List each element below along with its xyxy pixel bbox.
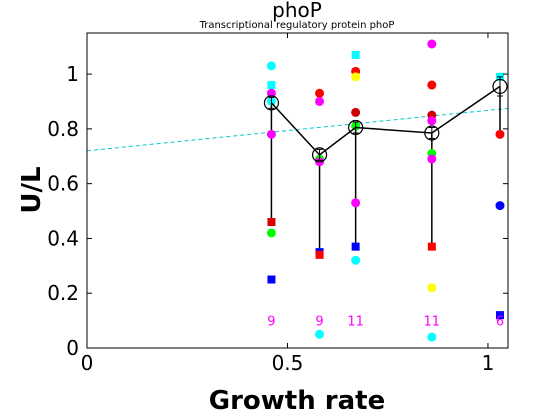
count-label-4: 6	[496, 315, 504, 330]
count-label-2: 11	[347, 315, 364, 330]
data-point-33	[495, 129, 505, 139]
mean-line	[270, 85, 501, 156]
data-point-6	[266, 228, 276, 238]
axis-ticks: 0 0.5 1 0 0.2 0.4 0.6 0.8 1	[47, 33, 508, 375]
data-point-8	[315, 88, 325, 98]
y-tick-label-3: 0.6	[47, 172, 79, 196]
mean-marker-2	[348, 119, 364, 136]
y-tick-label-5: 1	[66, 62, 79, 86]
y-tick-label-1: 0.2	[47, 281, 79, 305]
data-point-2	[266, 88, 276, 98]
data-point-9	[315, 96, 325, 106]
data-point-34	[495, 201, 505, 211]
y-tick-label-4: 0.8	[47, 117, 79, 141]
data-point-23	[427, 39, 437, 49]
data-point-21	[351, 242, 360, 251]
data-point-1	[267, 81, 276, 90]
data-point-31	[427, 332, 437, 342]
y-axis-label: U/L	[17, 166, 47, 213]
data-point-22	[351, 255, 361, 265]
data-point-30	[427, 283, 437, 293]
data-point-5	[267, 218, 276, 226]
data-point-0	[266, 61, 276, 71]
axes-frame	[86, 32, 509, 349]
x-tick-label-2: 1	[482, 351, 495, 375]
data-point-13	[315, 250, 324, 259]
plot-area: 9 9 11 11 6	[87, 39, 508, 342]
data-point-28	[427, 154, 437, 164]
fit-line	[87, 107, 508, 152]
data-point-17	[351, 72, 361, 82]
data-point-26	[427, 116, 437, 126]
data-point-29	[427, 242, 436, 251]
data-point-4	[266, 129, 276, 139]
data-point-35	[495, 311, 504, 320]
x-tick-label-0: 0	[81, 351, 94, 375]
data-point-24	[427, 80, 437, 90]
x-tick-label-1: 0.5	[272, 351, 304, 375]
data-point-7	[267, 275, 276, 284]
mean-marker-1	[311, 147, 328, 163]
mean-marker-4	[492, 78, 508, 95]
y-tick-label-0: 0	[66, 336, 79, 360]
chart-title: phoP	[272, 0, 322, 22]
data-point-18	[351, 107, 361, 117]
count-label-0: 9	[267, 315, 275, 330]
data-point-14	[315, 329, 325, 339]
x-axis-label: Growth rate	[209, 386, 385, 416]
data-point-15	[351, 50, 360, 59]
count-label-3: 11	[424, 315, 441, 330]
mean-marker-3	[424, 125, 440, 141]
data-point-20	[351, 198, 361, 208]
y-tick-label-2: 0.4	[47, 226, 79, 250]
count-label-1: 9	[315, 315, 323, 330]
mean-marker-0	[263, 95, 280, 111]
chart-subtitle: Transcriptional regulatory protein phoP	[199, 20, 395, 31]
